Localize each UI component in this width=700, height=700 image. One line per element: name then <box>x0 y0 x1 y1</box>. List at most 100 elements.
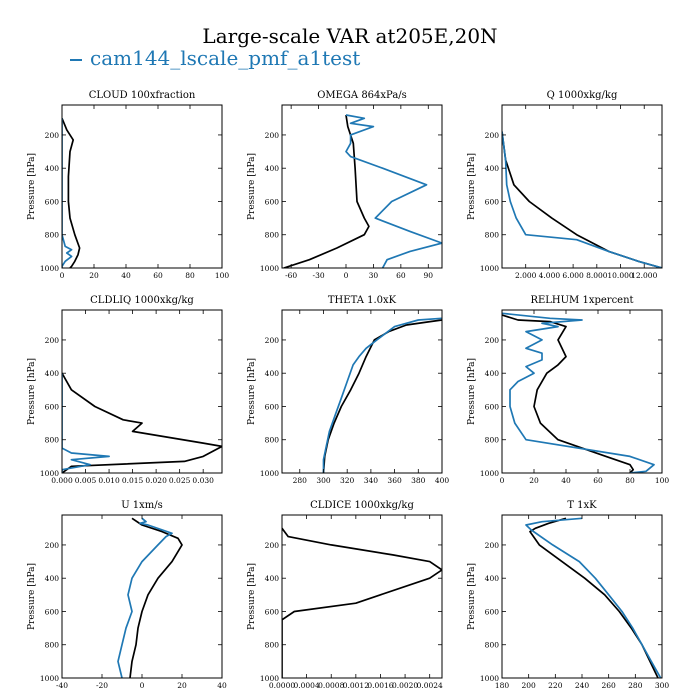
series-line <box>502 312 655 473</box>
chart-title: RELHUM 1xpercent <box>530 295 633 306</box>
y-axis-label: Pressure [hPa] <box>247 563 257 630</box>
plot-frame <box>501 309 663 474</box>
x-tick-label: 0.015 <box>122 476 144 485</box>
series-line <box>283 114 370 268</box>
y-tick-label: 1000 <box>40 469 59 478</box>
series-line <box>502 131 662 268</box>
plot-frame <box>501 104 663 269</box>
x-tick-label: 4.000 <box>539 271 561 280</box>
series-line <box>502 131 662 268</box>
chart-panel: THETA 1.0xK Pressure [hPa] 280 300 320 340 360… <box>247 295 449 485</box>
chart-title: CLDLIQ 1000xkg/kg <box>90 295 194 306</box>
y-tick-label: 1000 <box>480 469 499 478</box>
x-tick-label: 30 <box>369 271 379 280</box>
x-tick-label: 40 <box>121 271 131 280</box>
x-tick-label: 60 <box>153 271 163 280</box>
series-line <box>502 314 635 473</box>
y-axis-label: Pressure [hPa] <box>27 358 37 425</box>
y-tick-label: 800 <box>45 231 60 240</box>
x-tick-label: -30 <box>313 271 325 280</box>
x-tick-label: 0.0020 <box>392 681 418 690</box>
x-tick-label: 8.000 <box>586 271 608 280</box>
x-tick-label: 260 <box>602 681 617 690</box>
x-tick-label: 0.000 <box>51 476 73 485</box>
y-tick-label: 400 <box>265 574 280 583</box>
y-tick-label: 600 <box>45 402 60 411</box>
y-tick-label: 200 <box>265 131 280 140</box>
y-tick-label: 600 <box>485 402 500 411</box>
y-tick-label: 1000 <box>480 674 499 683</box>
x-tick-label: 280 <box>628 681 643 690</box>
x-tick-label: 60 <box>593 476 603 485</box>
y-tick-label: 200 <box>265 541 280 550</box>
chart-panel: CLOUD 100xfraction Pressure [hPa] 0 20 40 60 8… <box>27 90 229 280</box>
chart-panel: T 1xK Pressure [hPa] 180 200 220 240 260 280 300… <box>467 500 669 690</box>
legend-label: cam144_lscale_pmf_a1test <box>90 46 361 70</box>
x-tick-label: 0 <box>500 476 505 485</box>
x-tick-label: 0 <box>344 271 349 280</box>
x-tick-label: 100 <box>655 476 670 485</box>
x-tick-label: 240 <box>575 681 590 690</box>
x-tick-label: 2.000 <box>515 271 537 280</box>
figure-title: Large-scale VAR at205E,20N <box>202 24 498 48</box>
y-tick-label: 800 <box>265 436 280 445</box>
plot-frame <box>61 309 223 474</box>
y-tick-label: 200 <box>485 131 500 140</box>
x-tick-label: 0 <box>140 681 145 690</box>
y-axis-label: Pressure [hPa] <box>247 358 257 425</box>
x-tick-label: 90 <box>424 271 434 280</box>
legend: cam144_lscale_pmf_a1test <box>70 46 360 70</box>
y-tick-label: 600 <box>485 197 500 206</box>
y-axis-label: Pressure [hPa] <box>27 563 37 630</box>
y-tick-label: 400 <box>265 369 280 378</box>
x-tick-label: 0.025 <box>169 476 191 485</box>
series-line <box>322 317 442 473</box>
series-line <box>62 118 73 268</box>
chart-title: U 1xm/s <box>121 500 163 511</box>
x-tick-label: 80 <box>625 476 635 485</box>
series-line <box>62 117 81 268</box>
x-tick-label: -60 <box>285 271 297 280</box>
x-tick-label: -20 <box>96 681 108 690</box>
x-tick-label: 20 <box>529 476 539 485</box>
y-tick-label: 400 <box>485 369 500 378</box>
y-axis-label: Pressure [hPa] <box>467 358 477 425</box>
x-tick-label: 6.000 <box>562 271 584 280</box>
plot-frame <box>501 514 663 679</box>
y-tick-label: 600 <box>265 607 280 616</box>
plot-frame <box>281 514 443 679</box>
y-tick-label: 200 <box>45 131 60 140</box>
x-tick-label: 0 <box>60 271 65 280</box>
chart-title: CLDICE 1000xkg/kg <box>310 500 414 511</box>
x-tick-label: 100 <box>215 271 230 280</box>
series-line <box>345 114 442 268</box>
x-tick-label: 0.0004 <box>293 681 319 690</box>
x-tick-label: 220 <box>548 681 563 690</box>
x-tick-label: 40 <box>217 681 227 690</box>
y-axis-label: Pressure [hPa] <box>467 153 477 220</box>
x-tick-label: 0.0016 <box>367 681 393 690</box>
x-tick-label: 180 <box>495 681 510 690</box>
x-tick-label: 10.000 <box>607 271 633 280</box>
y-tick-label: 200 <box>45 541 60 550</box>
chart-panel: RELHUM 1xpercent Pressure [hPa] 0 20 40 60 80 1… <box>467 295 669 485</box>
chart-panel: Q 1000xkg/kg Pressure [hPa] 2.000 4.000 6.00… <box>467 90 663 280</box>
y-tick-label: 400 <box>485 574 500 583</box>
chart-panel: U 1xm/s Pressure [hPa] -40 -20 0 20 40 200 400 60… <box>27 500 227 690</box>
y-tick-label: 400 <box>45 369 60 378</box>
x-tick-label: 300 <box>316 476 331 485</box>
y-tick-label: 1000 <box>260 264 279 273</box>
y-tick-label: 200 <box>485 541 500 550</box>
x-tick-label: 0.005 <box>75 476 97 485</box>
y-tick-label: 800 <box>265 641 280 650</box>
x-tick-label: 20 <box>89 271 99 280</box>
y-tick-label: 800 <box>485 436 500 445</box>
x-tick-label: 60 <box>396 271 406 280</box>
y-tick-label: 800 <box>485 641 500 650</box>
chart-panel: OMEGA 864xPa/s Pressure [hPa] -60 -30 0 30 60 9… <box>247 90 443 280</box>
x-tick-label: 300 <box>655 681 670 690</box>
y-tick-label: 1000 <box>260 469 279 478</box>
x-tick-label: 400 <box>435 476 450 485</box>
series-line <box>62 372 222 473</box>
